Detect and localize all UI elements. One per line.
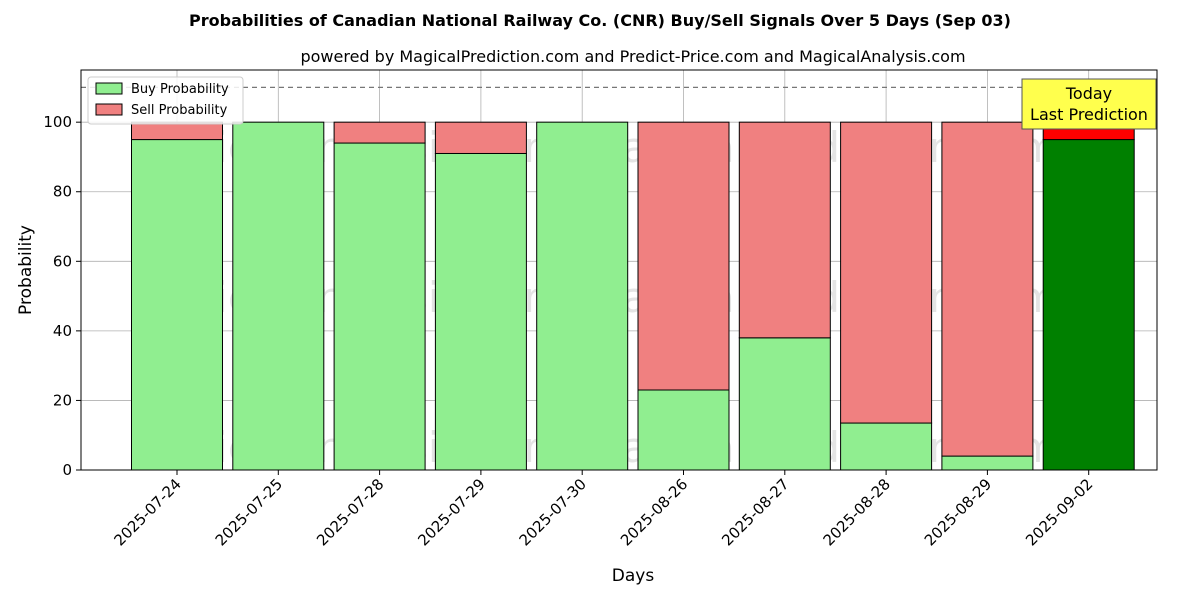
legend-label-buy: Buy Probability bbox=[131, 82, 229, 97]
legend-box bbox=[87, 76, 244, 125]
x-tick-label: 2025-08-29 bbox=[921, 475, 995, 549]
bar-buy-2025-07-28 bbox=[333, 142, 426, 471]
bar-sell-2025-07-28 bbox=[333, 121, 426, 144]
bar-buy-2025-07-30 bbox=[536, 121, 629, 471]
y-tick-label: 80 bbox=[53, 183, 72, 201]
x-tick-label: 2025-08-26 bbox=[617, 475, 691, 549]
x-tick-label: 2025-08-28 bbox=[820, 475, 894, 549]
x-tick-label: 2025-08-27 bbox=[718, 475, 792, 549]
bar-buy-2025-08-27 bbox=[738, 337, 831, 471]
x-tick-label: 2025-07-25 bbox=[212, 475, 286, 549]
x-tick-label: 2025-07-29 bbox=[414, 475, 488, 549]
annotation-line-2: Last Prediction bbox=[1030, 105, 1148, 124]
y-axis-label: Probability bbox=[16, 225, 36, 315]
bar-buy-2025-08-28 bbox=[840, 422, 933, 471]
legend-swatch-sell bbox=[95, 103, 123, 116]
x-tick-label: 2025-09-02 bbox=[1022, 475, 1096, 549]
bar-buy-2025-07-24 bbox=[131, 139, 223, 471]
y-tick-label: 0 bbox=[62, 461, 72, 479]
bar-buy-2025-07-25 bbox=[232, 121, 325, 471]
plot-frame bbox=[80, 69, 1158, 471]
bar-buy-2025-08-29 bbox=[941, 455, 1034, 471]
y-tick-label: 20 bbox=[53, 391, 72, 409]
bar-sell-2025-08-27 bbox=[738, 121, 831, 339]
legend-swatch-buy bbox=[95, 82, 123, 95]
annotation-line-1: Today bbox=[1065, 84, 1112, 103]
x-tick-label: 2025-07-30 bbox=[516, 475, 590, 549]
x-axis-label: Days bbox=[612, 566, 655, 586]
bar-sell-2025-07-24 bbox=[131, 121, 223, 141]
bar-buy-2025-09-02 bbox=[1042, 139, 1135, 471]
legend: Buy Probability Sell Probability bbox=[87, 76, 244, 125]
y-tick-label: 40 bbox=[53, 322, 72, 340]
y-tick-label: 100 bbox=[43, 113, 72, 131]
bars bbox=[131, 121, 1135, 471]
y-tick-label: 60 bbox=[53, 252, 72, 270]
chart-subtitle: powered by MagicalPrediction.com and Pre… bbox=[300, 47, 965, 66]
bar-sell-2025-08-28 bbox=[840, 121, 933, 424]
x-tick-label: 2025-07-24 bbox=[110, 475, 184, 549]
bar-sell-2025-07-29 bbox=[434, 121, 527, 154]
bar-sell-2025-08-26 bbox=[637, 121, 730, 391]
legend-label-sell: Sell Probability bbox=[131, 103, 228, 118]
annotation-box bbox=[1021, 78, 1157, 130]
chart-title: Probabilities of Canadian National Railw… bbox=[189, 11, 1011, 30]
today-annotation: Today Last Prediction bbox=[1021, 78, 1157, 130]
bar-buy-2025-07-29 bbox=[434, 152, 527, 471]
bar-buy-2025-08-26 bbox=[637, 389, 730, 471]
bar-sell-2025-08-29 bbox=[941, 121, 1034, 457]
x-tick-label: 2025-07-28 bbox=[313, 475, 387, 549]
